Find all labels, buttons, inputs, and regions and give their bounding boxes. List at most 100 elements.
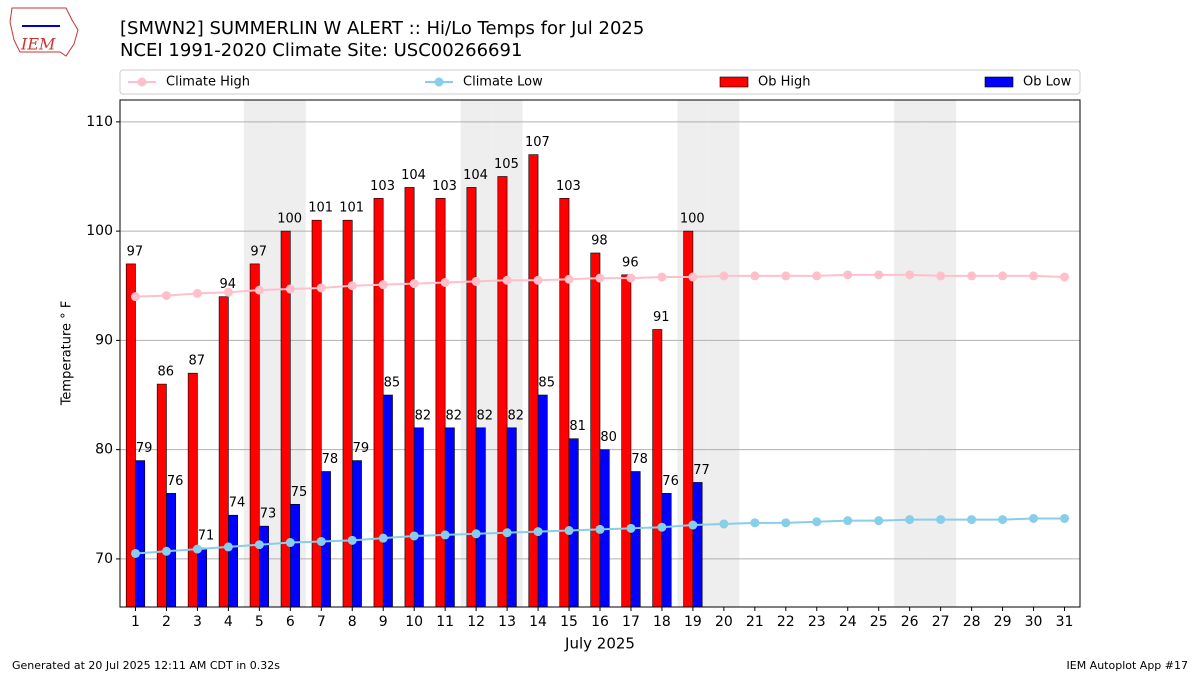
value-label: 97 [127,244,144,259]
value-label: 101 [339,201,364,216]
x-tick-label: 26 [901,614,919,630]
value-label: 107 [525,135,550,150]
line-marker [967,271,977,281]
logo-text: IEM [20,35,56,54]
value-label: 100 [680,212,705,227]
legend-swatch [984,76,1014,88]
chart-subtitle: NCEI 1991-2020 Climate Site: USC00266691 [120,40,522,61]
value-label: 74 [229,496,246,511]
line-marker [347,535,357,545]
bar [621,274,632,608]
x-tick-label: 23 [808,614,826,630]
bar [661,493,672,608]
bar [559,198,570,608]
bar [228,514,238,608]
x-tick-label: 10 [405,614,423,630]
x-tick-label: 1 [131,614,140,630]
line-marker [781,271,791,281]
bar [630,471,641,608]
line-marker [254,540,264,550]
value-label: 79 [353,441,370,456]
line-marker [409,279,419,289]
value-label: 79 [136,441,153,456]
value-label: 100 [277,212,302,227]
bar [692,482,703,608]
x-axis-label: July 2025 [564,635,635,653]
line-marker [998,515,1008,525]
bar [435,198,446,608]
bar [351,460,362,608]
bar [537,394,548,608]
line-marker [564,526,574,536]
bar [590,252,601,608]
line-marker [750,271,760,281]
bar [187,372,198,608]
x-tick-label: 24 [839,614,857,630]
x-tick-label: 11 [436,614,454,630]
bar [311,219,322,608]
line-marker [812,271,822,281]
value-label: 82 [446,408,463,423]
y-tick-label: 80 [95,442,113,458]
bar [373,198,384,608]
line-marker [781,518,791,528]
x-tick-label: 5 [255,614,264,630]
value-label: 75 [291,485,308,500]
line-marker [595,524,605,534]
value-label: 87 [189,354,206,369]
weekend-shade [894,100,926,607]
x-tick-label: 14 [529,614,547,630]
line-marker [1060,272,1070,282]
line-marker [1060,513,1070,523]
x-tick-label: 31 [1056,614,1074,630]
x-tick-label: 9 [379,614,388,630]
value-label: 103 [370,179,395,194]
bar [466,187,477,608]
line-marker [285,284,295,294]
line-marker [316,283,326,293]
bar [506,427,517,608]
y-tick-label: 110 [86,114,113,130]
line-marker [905,515,915,525]
x-tick-label: 30 [1025,614,1043,630]
line-marker [564,274,574,284]
line-marker [254,285,264,295]
bar [218,296,229,608]
x-tick-label: 8 [348,614,357,630]
legend-marker [137,77,147,87]
x-tick-label: 4 [224,614,233,630]
bar [475,427,486,608]
bar [497,176,508,608]
line-marker [533,275,543,285]
line-marker [657,272,667,282]
line-marker [409,531,419,541]
line-marker [1029,271,1039,281]
line-marker [812,517,822,527]
line-marker [316,536,326,546]
bar [413,427,424,608]
x-tick-label: 20 [715,614,733,630]
line-marker [533,527,543,537]
bar [652,329,663,608]
line-marker [936,515,946,525]
x-tick-label: 3 [193,614,202,630]
value-label: 86 [158,365,175,380]
y-tick-label: 70 [95,551,113,567]
value-label: 91 [653,310,670,325]
legend-label: Climate High [166,75,250,90]
line-marker [750,518,760,528]
value-label: 82 [477,408,494,423]
x-tick-label: 7 [317,614,326,630]
line-marker [440,277,450,287]
weekend-shade [925,100,957,607]
line-marker [161,546,171,556]
legend-swatch [719,76,749,88]
x-tick-label: 27 [932,614,950,630]
line-marker [688,272,698,282]
legend-label: Ob Low [1023,75,1072,90]
line-marker [626,523,636,533]
line-marker [936,271,946,281]
legend-marker [434,77,444,87]
bar [290,503,300,608]
